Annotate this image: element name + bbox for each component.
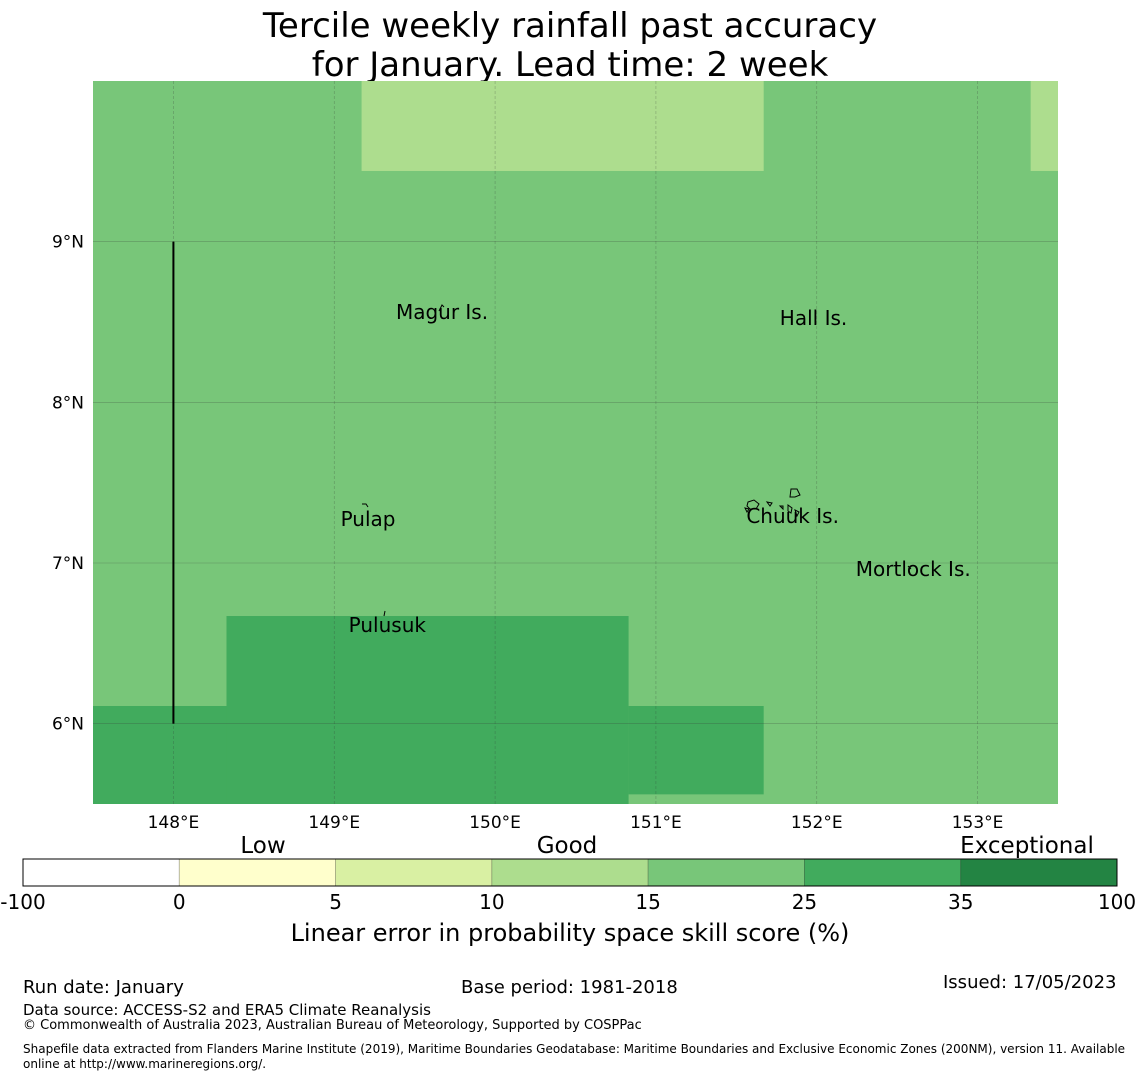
- colorbar-tick-label-5: 25: [792, 890, 817, 914]
- colorbar-tick-label-0: -100: [0, 890, 45, 914]
- map-cell-4: [628, 705, 764, 795]
- colorbar-bins: [22, 858, 1118, 887]
- place-label-0: Magur Is.: [396, 300, 488, 324]
- place-label-5: Pulusuk: [349, 613, 427, 637]
- lon-tick-label-151: 151°E: [630, 813, 682, 833]
- lon-tick-label-148: 148°E: [148, 813, 200, 833]
- title-line-2: for January. Lead time: 2 week: [312, 45, 829, 85]
- title-line-1: Tercile weekly rainfall past accuracy: [262, 6, 877, 46]
- island-chuuk-4: [787, 504, 793, 514]
- island-outlines: [362, 304, 912, 617]
- island-mortlock: [907, 565, 912, 570]
- place-label-1: Hall Is.: [780, 306, 847, 330]
- place-label-4: Mortlock Is.: [856, 557, 971, 581]
- island-magur: [438, 304, 445, 312]
- colorbar-category-low: Low: [240, 833, 285, 859]
- colorbar-tick-label-7: 100: [1098, 890, 1136, 914]
- lon-tick-label-153: 153°E: [952, 813, 1004, 833]
- colorbar-bin-0-5: [178, 858, 336, 887]
- copyright: © Commonwealth of Australia 2023, Austra…: [23, 1018, 642, 1033]
- colorbar: Low Good Exceptional -100 0 5 10 15 25 35 100 L…: [0, 833, 1136, 947]
- place-labels: Magur Is. Hall Is. Pulap Chuuk Is. Mortlock …: [341, 300, 971, 637]
- island-chuuk-2: [746, 499, 760, 510]
- run-date: Run date: January: [23, 977, 184, 998]
- map-cells: [93, 81, 1058, 804]
- map-gridlines: [93, 81, 1058, 804]
- lon-tick-label-150: 150°E: [469, 813, 521, 833]
- colorbar-tick-label-4: 15: [635, 890, 660, 914]
- colorbar-bin-35-100: [960, 858, 1118, 887]
- data-source: Data source: ACCESS-S2 and ERA5 Climate …: [23, 1001, 431, 1019]
- skill-map: Magur Is. Hall Is. Pulap Chuuk Is. Mortlock …: [52, 81, 1058, 833]
- place-label-3: Chuuk Is.: [746, 504, 839, 528]
- colorbar-outline: [22, 858, 1118, 887]
- shapefile-credit-line-1: Shapefile data extracted from Flanders M…: [23, 1042, 1126, 1056]
- colorbar-tick-label-2: 5: [329, 890, 342, 914]
- island-pulusuk: [383, 610, 386, 617]
- island-chuuk-5: [794, 509, 800, 518]
- island-chuuk-3: [765, 501, 773, 507]
- colorbar-bin-5-10: [335, 858, 493, 887]
- map-cell-2: [226, 616, 629, 804]
- base-period: Base period: 1981-2018: [461, 977, 678, 998]
- lat-tick-label-7: 7°N: [52, 554, 84, 574]
- lat-tick-label-8: 8°N: [52, 393, 84, 413]
- lat-tick-label-6: 6°N: [52, 715, 84, 735]
- lon-tick-label-152: 152°E: [791, 813, 843, 833]
- map-axis-ticks: 148°E 149°E 150°E 151°E 152°E 153°E 6°N 7°N 8°N 9…: [52, 233, 1003, 833]
- colorbar-category-good: Good: [537, 833, 598, 859]
- colorbar-bin--100-0: [22, 858, 180, 887]
- colorbar-ticks: -100 0 5 10 15 25 35 100: [0, 890, 1136, 914]
- map-cell-3: [93, 705, 227, 804]
- colorbar-bin-25-35: [804, 858, 962, 887]
- colorbar-tick-label-1: 0: [173, 890, 186, 914]
- place-label-2: Pulap: [341, 507, 396, 531]
- lat-tick-label-9: 9°N: [52, 233, 84, 253]
- issued-date: Issued: 17/05/2023: [943, 972, 1117, 993]
- map-cell-1: [1030, 81, 1058, 171]
- map-cell-0: [361, 81, 764, 171]
- colorbar-bin-15-25: [647, 858, 805, 887]
- lon-tick-label-149: 149°E: [308, 813, 360, 833]
- island-chuuk-7: [778, 505, 784, 511]
- colorbar-tick-label-6: 35: [948, 890, 973, 914]
- colorbar-category-exceptional: Exceptional: [960, 833, 1094, 859]
- colorbar-tick-label-3: 10: [479, 890, 504, 914]
- shapefile-credit-line-2: online at http://www.marineregions.org/.: [23, 1057, 267, 1071]
- island-chuuk-1: [789, 488, 801, 498]
- colorbar-label: Linear error in probability space skill …: [291, 919, 850, 947]
- island-pulap: [362, 503, 369, 508]
- colorbar-bin-10-15: [491, 858, 649, 887]
- island-chuuk-6: [744, 507, 750, 513]
